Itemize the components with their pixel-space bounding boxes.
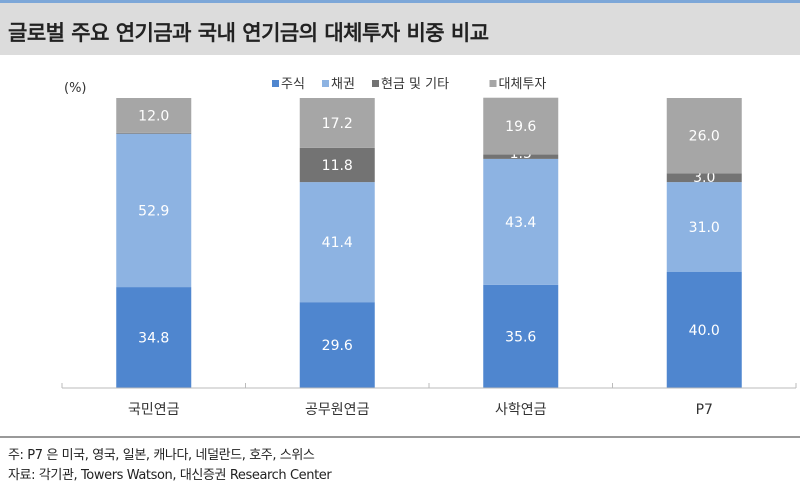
data-label: 35.6 <box>505 329 536 345</box>
legend-swatch <box>489 80 497 87</box>
bar-segment <box>483 158 559 285</box>
x-tick-label: 사학연금 <box>495 402 547 418</box>
data-label: 52.9 <box>138 203 169 219</box>
x-tick-label: 국민연금 <box>128 402 180 418</box>
bar-segment <box>299 302 375 388</box>
bar-segment <box>483 284 559 388</box>
bar-segment <box>116 98 192 133</box>
legend-label: 채권 <box>331 77 355 92</box>
x-tick-label: P7 <box>696 402 713 418</box>
bar-segment <box>116 132 192 134</box>
bar-segment <box>299 98 375 148</box>
source-note: 자료: 각기관, Towers Watson, 대신증권 Research Ce… <box>8 468 332 483</box>
legend-label: 현금 및 기타 <box>381 77 449 92</box>
footer-divider <box>0 436 800 438</box>
top-accent-line <box>0 0 800 3</box>
legend-swatch <box>272 80 279 87</box>
bar-segment <box>116 133 192 288</box>
data-label: 11.8 <box>322 158 353 174</box>
legend-label: 대체투자 <box>499 77 547 92</box>
data-label: 12.0 <box>138 108 169 124</box>
bar-segment <box>483 154 559 159</box>
bar-segment <box>666 182 742 272</box>
data-label: 29.6 <box>322 338 353 354</box>
bar-segment <box>666 272 742 388</box>
bar-segment <box>483 97 559 155</box>
legend-label: 주식 <box>281 77 305 92</box>
data-label: 26.0 <box>689 129 720 145</box>
bar-segment <box>666 98 742 174</box>
bar-segment <box>299 147 375 183</box>
data-label: 40.0 <box>689 323 720 339</box>
data-label: 41.4 <box>322 235 353 251</box>
bar-segment <box>666 173 742 183</box>
bar-segment <box>299 182 375 303</box>
bar-segment <box>116 287 192 388</box>
header: 글로벌 주요 연기금과 국내 연기금의 대체투자 비중 비교 <box>0 3 800 55</box>
data-label: 3.0 <box>693 170 715 186</box>
data-label: 34.8 <box>138 331 169 347</box>
data-label: 43.4 <box>505 215 536 231</box>
page-title: 글로벌 주요 연기금과 국내 연기금의 대체투자 비중 비교 <box>8 21 489 45</box>
legend-swatch <box>372 80 379 87</box>
data-label: 19.6 <box>505 119 536 135</box>
footnote: 주: P7 은 미국, 영국, 일본, 캐나다, 네덜란드, 호주, 스위스 <box>8 448 315 463</box>
data-label: 17.2 <box>322 116 353 132</box>
x-tick-label: 공무원연금 <box>305 402 370 418</box>
data-label: 31.0 <box>689 220 720 236</box>
legend-swatch <box>322 80 329 87</box>
unit-label: (%) <box>64 81 87 96</box>
